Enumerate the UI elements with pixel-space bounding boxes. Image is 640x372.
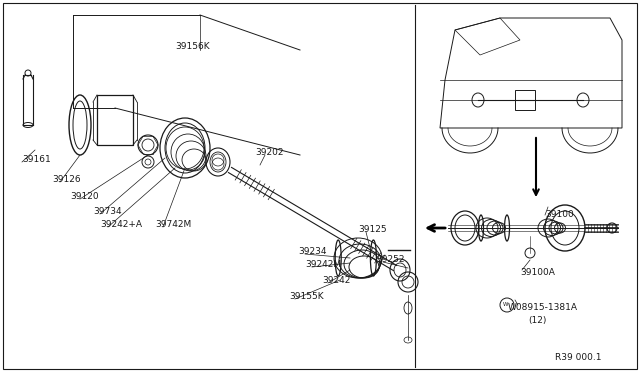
Text: 39242M: 39242M xyxy=(305,260,341,269)
Text: 39155K: 39155K xyxy=(289,292,324,301)
Text: 39100A: 39100A xyxy=(520,268,555,277)
Text: 39120: 39120 xyxy=(70,192,99,201)
Bar xyxy=(515,90,535,110)
Text: 39126: 39126 xyxy=(52,175,81,184)
Text: W08915-1381A: W08915-1381A xyxy=(508,303,578,312)
Text: 39734: 39734 xyxy=(93,207,122,216)
Bar xyxy=(97,95,133,145)
Text: 39234: 39234 xyxy=(298,247,326,256)
Text: 39252: 39252 xyxy=(376,255,404,264)
Text: 39156K: 39156K xyxy=(175,42,210,51)
Text: 39202: 39202 xyxy=(255,148,284,157)
Text: 39161: 39161 xyxy=(22,155,51,164)
Text: 39742M: 39742M xyxy=(155,220,191,229)
Text: (12): (12) xyxy=(528,316,547,325)
Text: W: W xyxy=(503,302,509,308)
Text: 39242+A: 39242+A xyxy=(100,220,142,229)
Text: 39100: 39100 xyxy=(545,210,573,219)
Text: 39242: 39242 xyxy=(322,276,350,285)
Text: R39 000.1: R39 000.1 xyxy=(555,353,602,362)
Text: 39125: 39125 xyxy=(358,225,387,234)
